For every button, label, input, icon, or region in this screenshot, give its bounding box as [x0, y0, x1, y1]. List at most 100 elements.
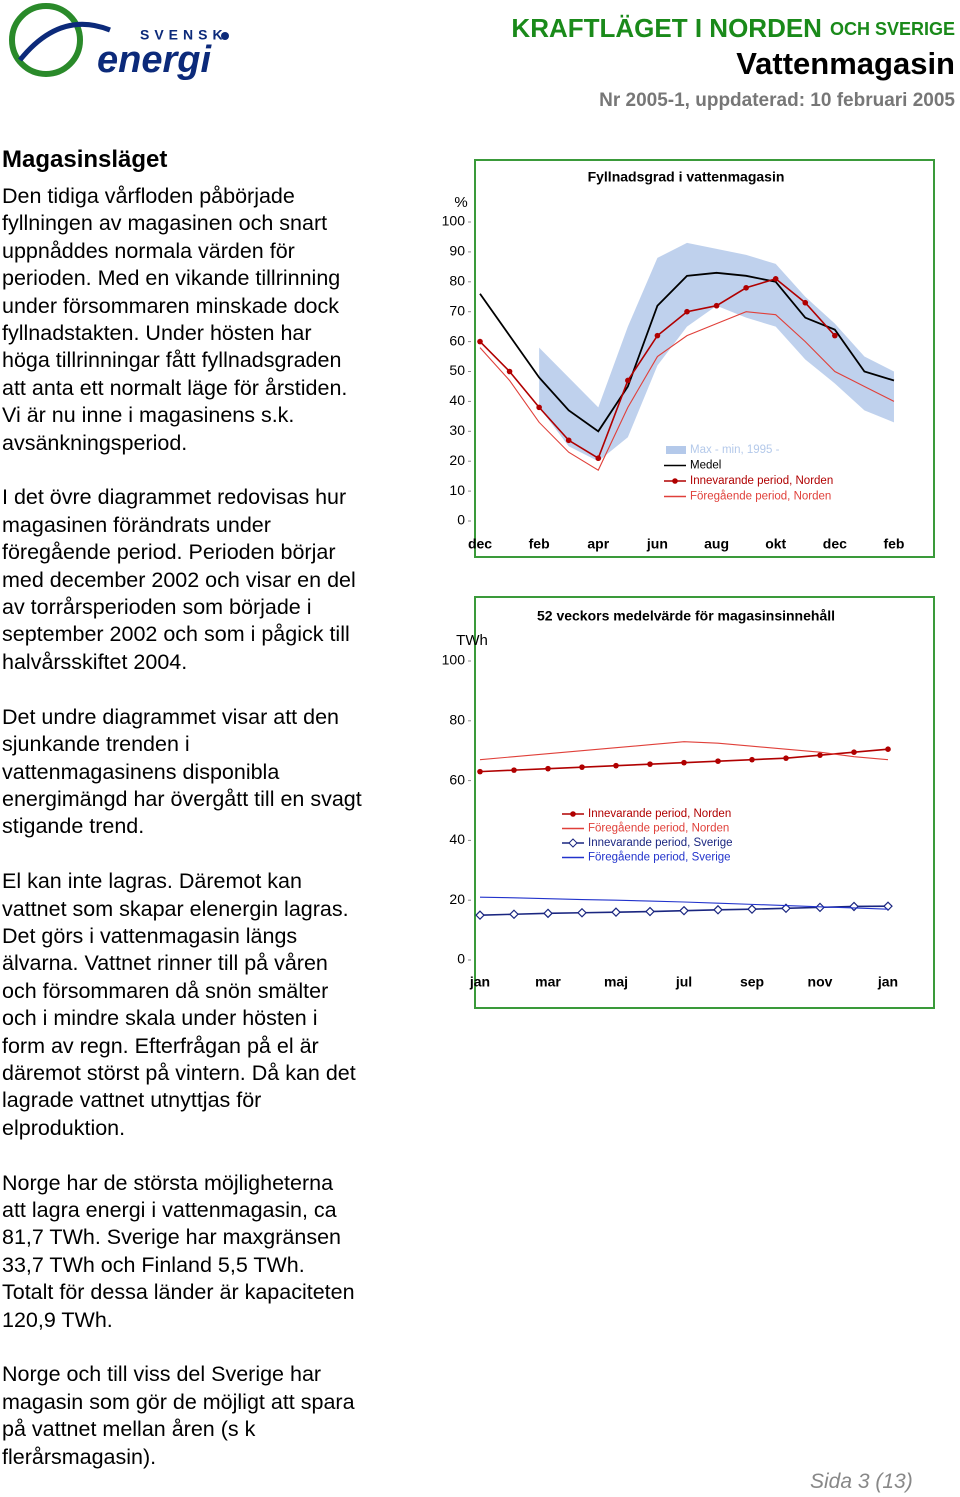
- x-tick-label: dec: [468, 536, 492, 552]
- data-point: [749, 756, 755, 763]
- legend-label: Föregående period, Norden: [588, 823, 729, 835]
- text-line: att lagra energi i vattenmagasin, ca: [2, 1197, 337, 1222]
- text-line: flerårsmagasin).: [2, 1444, 157, 1469]
- data-point: [883, 901, 893, 912]
- text-line: uppnåddes normala värden för: [2, 238, 295, 263]
- data-point: [536, 404, 542, 411]
- legend-label: Föregående period, Norden: [690, 491, 831, 503]
- text-line: av torrårsperioden som började i: [2, 595, 312, 620]
- y-tick-label: 100: [442, 652, 466, 668]
- body-text: Magasinsläget Den tidiga vårfloden påbör…: [2, 145, 422, 1497]
- x-tick-label: jul: [675, 974, 692, 990]
- text-line: El kan inte lagras. Däremot kan: [2, 869, 302, 894]
- y-tick-label: 70: [449, 302, 465, 318]
- y-axis-label: %: [454, 194, 467, 211]
- x-tick-label: nov: [808, 974, 833, 990]
- text-line: Det undre diagrammet visar att den: [2, 704, 339, 729]
- header-title: KRAFTLÄGET I NORDEN OCH SVERIGE: [511, 13, 955, 43]
- y-axis-label: TWh: [456, 632, 488, 649]
- text-line: Det görs i vattenmagasin längs: [2, 923, 298, 948]
- range-band: [539, 242, 894, 462]
- y-tick-label: 0: [457, 951, 465, 967]
- text-line: med december 2002 och visar en del: [2, 567, 356, 592]
- x-tick-label: jun: [646, 536, 668, 552]
- data-point: [645, 906, 655, 917]
- y-tick-label: 90: [449, 243, 465, 259]
- y-tick-label: 20: [449, 452, 465, 468]
- data-point: [849, 901, 859, 912]
- data-point: [802, 299, 809, 306]
- x-tick-label: apr: [587, 536, 609, 552]
- text-line: Totalt för dessa länder är kapaciteten: [2, 1280, 355, 1305]
- heading: Magasinsläget: [2, 146, 168, 173]
- data-point: [543, 908, 553, 919]
- data-point: [679, 905, 689, 916]
- data-point: [509, 909, 519, 920]
- data-point: [625, 377, 631, 384]
- series-line: [479, 896, 889, 910]
- y-tick-label: 100: [442, 213, 466, 229]
- text-line: vattnet som skapar elenergin lagras.: [2, 896, 349, 921]
- logo-bottom: energi: [97, 39, 212, 81]
- data-point: [832, 332, 838, 339]
- logo-swoosh: [18, 21, 111, 62]
- chart-frame: [474, 159, 935, 558]
- data-point: [851, 749, 857, 755]
- charts: Fyllnadsgrad i vattenmagasin% 0 10 20 30 40 50…: [442, 169, 905, 990]
- y-tick-label: 40: [449, 392, 465, 408]
- text-line: lagrade vattnet utnyttjas för: [2, 1088, 262, 1113]
- paragraph: Den tidiga vårfloden påbörjade fyllningen…: [2, 183, 422, 457]
- legend-marker: [672, 478, 678, 484]
- text-line: form av regn. Efterfrågan på el är: [2, 1033, 319, 1058]
- y-tick-label: 10: [449, 482, 465, 498]
- text-line: september 2002 och som i pågick till: [2, 622, 350, 647]
- y-tick-label: 0: [457, 512, 465, 528]
- x-tick-label: okt: [765, 536, 786, 552]
- text-line: fyllningen av magasinen och snart: [2, 211, 328, 236]
- text-line: Norge och till viss del Sverige har: [2, 1362, 322, 1387]
- header-subtitle: Vattenmagasin: [736, 46, 955, 81]
- x-tick-label: maj: [604, 974, 628, 990]
- text-line: på vattnet mellan åren (s k: [2, 1417, 256, 1442]
- data-point: [506, 368, 513, 375]
- text-line: fyllnadstakten. Under hösten har: [2, 321, 312, 346]
- data-point: [885, 746, 891, 753]
- text-line: elproduktion.: [2, 1115, 126, 1140]
- data-point: [477, 338, 483, 345]
- data-point: [595, 455, 602, 462]
- y-tick-label: 50: [449, 362, 465, 378]
- x-tick-label: aug: [704, 536, 729, 552]
- text-line: och försommaren då snön smälter: [2, 978, 329, 1003]
- data-point: [511, 767, 517, 773]
- x-tick-label: dec: [823, 536, 847, 552]
- text-line: att anta ett normalt läge för årstiden.: [2, 375, 348, 400]
- text-line: Vi är nu inne i magasinens s.k.: [2, 403, 295, 428]
- legend-label: Max - min, 1995 -: [690, 444, 780, 456]
- text-line: däremot störst på vintern. Då kan det: [2, 1060, 356, 1085]
- text-line: halvårsskiftet 2004.: [2, 649, 188, 674]
- x-tick-label: jan: [877, 974, 898, 990]
- data-point: [772, 276, 779, 282]
- chart-title: 52 veckors medelvärde för magasinsinnehå…: [537, 608, 835, 624]
- text-line: avsänkningsperiod.: [2, 430, 188, 455]
- data-point: [647, 761, 653, 767]
- title-suffix: OCH SVERIGE: [830, 19, 955, 39]
- y-tick-label: 60: [449, 771, 465, 787]
- x-tick-label: feb: [529, 536, 550, 552]
- header-issue: Nr 2005-1, uppdaterad: 10 februari 2005: [599, 90, 955, 111]
- x-tick-label: sep: [740, 974, 764, 990]
- x-tick-label: jan: [469, 974, 490, 990]
- text-line: perioden. Med en vikande tillrinning: [2, 266, 341, 291]
- chart-title: Fyllnadsgrad i vattenmagasin: [588, 169, 785, 185]
- data-point: [713, 904, 723, 915]
- text-line: under försommaren minskade dock: [2, 293, 339, 318]
- text-line: stigande trend.: [2, 814, 145, 839]
- data-point: [611, 907, 621, 918]
- paragraph: Norge och till viss del Sverige har magas…: [2, 1361, 422, 1471]
- y-tick-label: 80: [449, 273, 465, 289]
- paragraph: Det undre diagrammet visar att den sjunka…: [2, 704, 422, 841]
- title-main: KRAFTLÄGET I NORDEN: [511, 13, 822, 43]
- legend-marker: [568, 838, 578, 848]
